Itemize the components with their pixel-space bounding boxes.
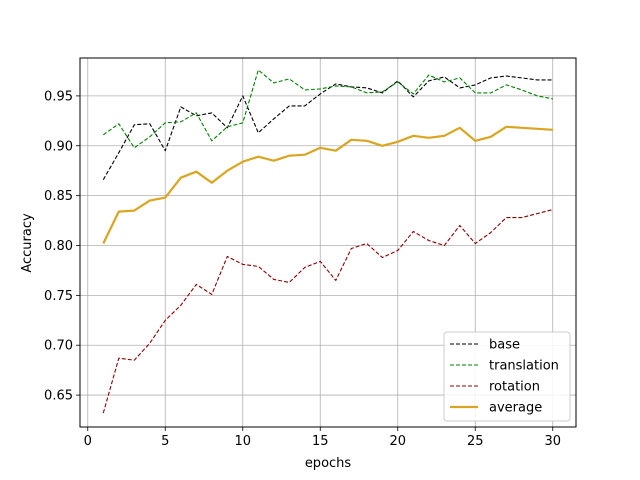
y-tick-label: 0.95 (44, 89, 73, 104)
y-tick-label: 0.65 (44, 389, 73, 404)
legend-label-translation: translation (489, 359, 559, 374)
y-tick-label: 0.85 (44, 189, 73, 204)
plot-area-frame (79, 57, 577, 428)
series-line-translation (102, 69, 553, 149)
legend: base translation rotation average (443, 331, 571, 422)
x-tick-label: 0 (84, 434, 92, 449)
y-tick-label: 0.70 (44, 339, 73, 354)
y-tick-label: 0.80 (44, 239, 73, 254)
legend-label-base: base (489, 338, 520, 353)
axis-ticks: 0 5 10 15 20 25 30 0.65 0.70 0.75 0.80 0.85 0.90 0.95 (44, 89, 561, 449)
x-axis-label: epochs (305, 456, 352, 471)
y-tick-label: 0.90 (44, 139, 73, 154)
series-line-average (102, 125, 553, 244)
y-tick-label: 0.75 (44, 289, 73, 304)
legend-label-average: average (489, 401, 542, 416)
series-line-base (102, 75, 553, 180)
x-tick-label: 15 (312, 434, 329, 449)
legend-label-rotation: rotation (489, 380, 540, 395)
grid (80, 58, 576, 427)
x-tick-label: 25 (467, 434, 484, 449)
x-tick-label: 5 (161, 434, 169, 449)
y-axis-label: Accuracy (20, 213, 35, 273)
series-line-rotation (102, 209, 553, 414)
x-tick-label: 30 (544, 434, 561, 449)
x-tick-label: 10 (234, 434, 251, 449)
x-tick-label: 20 (389, 434, 406, 449)
series-lines (102, 69, 553, 414)
legend-box (443, 331, 571, 422)
